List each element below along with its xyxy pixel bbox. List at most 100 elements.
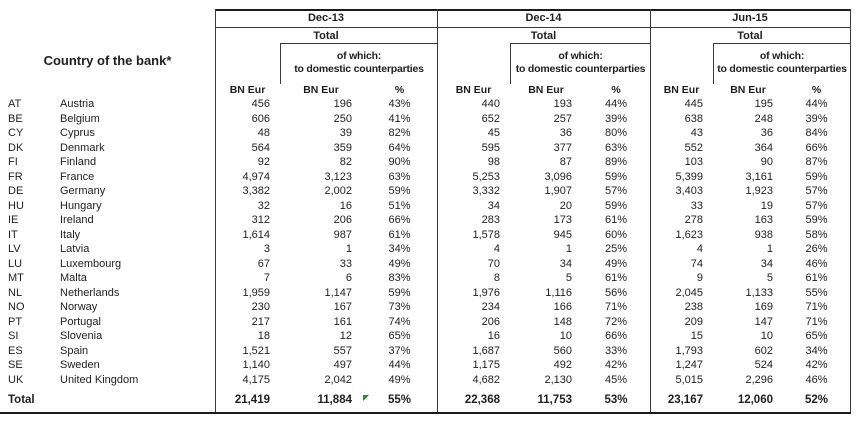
- jun15-domestic-pct: 84%: [805, 127, 828, 139]
- col-header-bn-eur: BN Eur: [730, 84, 766, 96]
- ofwhich-header-dec13: of which: to domestic counterparties: [281, 50, 437, 76]
- col-header-bn-eur: BN Eur: [663, 84, 700, 96]
- dec14-total-value: 16: [487, 330, 500, 342]
- dec13-total-value: 230: [251, 301, 270, 313]
- green-flag-icon: [363, 395, 369, 401]
- col-header-pct: %: [611, 84, 621, 96]
- country-name: Luxembourg: [60, 257, 122, 270]
- dec13-total-value: 1,521: [242, 344, 270, 357]
- jun15-domestic-pct: 59%: [805, 170, 828, 183]
- dec14-total-value: 595: [481, 141, 500, 154]
- dec14-total-value: 440: [481, 98, 500, 110]
- period-label-dec13: Dec-13: [307, 12, 345, 24]
- dec14-total-value: 1,578: [472, 228, 500, 241]
- col-header-bn-eur: BN Eur: [455, 84, 492, 96]
- dec14-domestic-pct: 71%: [604, 301, 628, 313]
- top-border-line: [215, 9, 851, 11]
- dec13-total-value: 92: [257, 156, 270, 168]
- country-name: United Kingdom: [60, 373, 139, 386]
- dec13-domestic-value: 1: [345, 243, 352, 255]
- jun15-total-value: 1,247: [675, 359, 703, 371]
- dec13-total-value: 18: [257, 330, 270, 342]
- dec14-total-value: 4: [493, 243, 500, 255]
- country-name: Spain: [60, 344, 89, 357]
- dec14-domestic-pct: 33%: [604, 344, 628, 357]
- country-code: FI: [8, 156, 18, 168]
- ofwhich-line1: of which:: [558, 50, 603, 62]
- dec13-domestic-value: 2,002: [324, 185, 352, 197]
- dec13-domestic-pct: 74%: [388, 315, 411, 328]
- table-row: MT Malta 7 6 83% 8 5 61% 9 5 61%: [0, 271, 850, 286]
- table-row: BE Belgium 606 250 41% 652 257 39% 638 2…: [0, 112, 850, 127]
- col-header-bn-eur: BN Eur: [229, 84, 266, 96]
- jun15-domestic-pct: 26%: [805, 243, 828, 255]
- country-code: DE: [8, 185, 24, 197]
- vertical-divider-left: [215, 9, 216, 414]
- dec14-domestic-value: 945: [553, 228, 572, 241]
- dec13-domestic-value: 2,042: [324, 373, 352, 386]
- column-header-row: BN Eur BN Eur % BN Eur BN Eur % BN Eur B…: [0, 84, 850, 97]
- dec14-total-value: 98: [487, 156, 500, 168]
- jun15-domestic-pct: 46%: [805, 257, 828, 270]
- jun15-domestic-pct: 61%: [805, 272, 828, 284]
- dec13-domestic-value: 33: [339, 257, 352, 270]
- jun15-domestic-value: 163: [754, 214, 773, 226]
- ofwhich-line1: of which:: [336, 50, 382, 62]
- table-row: HU Hungary 32 16 51% 34 20 59% 33 19 57%: [0, 199, 850, 214]
- dec14-total-value: 1,687: [472, 344, 500, 357]
- jun15-total-value: 9: [696, 272, 703, 284]
- dec13-domestic-value: 196: [333, 98, 352, 110]
- dec13-domestic-pct: 90%: [388, 156, 411, 168]
- dec14-total-value: 3,332: [472, 185, 500, 197]
- dec13-domestic-pct: 44%: [388, 359, 411, 371]
- dec14-total-value: 1,175: [472, 359, 500, 371]
- ofwhich-box-top-3: [713, 43, 850, 44]
- country-code: NL: [8, 286, 23, 299]
- dec14-total-value: 206: [481, 315, 500, 328]
- dec14-total-value: 652: [481, 112, 500, 125]
- vertical-divider-mid1: [437, 9, 438, 414]
- ofwhich-box-left-3: [713, 43, 714, 84]
- dec13-domestic-pct: 49%: [388, 257, 411, 270]
- dec13-domestic-value: 161: [333, 315, 352, 328]
- jun15-total-value: 3,403: [675, 185, 703, 197]
- total-col-label-dec13: Total: [313, 30, 339, 42]
- table-row: NO Norway 230 167 73% 234 166 71% 238 16…: [0, 300, 850, 315]
- dec14-domestic-value: 377: [553, 141, 572, 154]
- jun15-domestic-pct: 46%: [805, 373, 828, 386]
- dec14-domestic-value: 2,130: [544, 373, 572, 386]
- jun15-domestic-value: 36: [760, 127, 773, 139]
- dec13-total-value: 4,974: [242, 170, 270, 183]
- jun15-domestic-pct: 59%: [805, 214, 828, 226]
- dec13-domestic-value: 39: [339, 127, 352, 139]
- period-label-jun15: Jun-15: [732, 12, 768, 24]
- jun15-domestic-value: 5: [766, 272, 773, 284]
- dec14-domestic-value: 1,116: [545, 286, 572, 299]
- dec13-domestic-value: 12: [339, 330, 352, 342]
- jun15-domestic-pct: 65%: [805, 330, 828, 342]
- period-label-dec14: Dec-14: [525, 12, 562, 24]
- dec13-total-value: 456: [251, 98, 270, 110]
- jun15-domestic-value: 147: [754, 315, 773, 328]
- dec14-domestic-value: 1: [565, 243, 572, 255]
- jun15-domestic-value: 1,133: [745, 286, 773, 299]
- dec13-domestic-pct: 43%: [388, 98, 411, 110]
- country-code: IT: [8, 228, 18, 241]
- table-row: DK Denmark 564 359 64% 595 377 63% 552 3…: [0, 141, 850, 156]
- dec13-total-value: 1,614: [242, 228, 270, 241]
- country-code: DK: [8, 141, 24, 154]
- dec14-domestic-pct: 59%: [604, 170, 628, 183]
- dec13-domestic-value: 6: [345, 272, 352, 284]
- col-header-pct: %: [811, 84, 822, 96]
- dec14-domestic-value: 492: [553, 359, 572, 371]
- jun15-domestic-value: 1: [766, 243, 773, 255]
- table-row: LU Luxembourg 67 33 49% 70 34 49% 74 34 …: [0, 257, 850, 272]
- dec14-domestic-value: 166: [553, 301, 572, 313]
- dec14-total-value: 4,682: [472, 373, 500, 386]
- dec14-domestic-value: 148: [553, 315, 572, 328]
- jun15-domestic-pct: 66%: [805, 141, 828, 154]
- jun15-total-value: 5,399: [675, 170, 703, 183]
- jun15-domestic-sum: 12,060: [737, 394, 773, 406]
- dec13-domestic-value: 987: [333, 228, 352, 241]
- jun15-domestic-value: 3,161: [745, 170, 773, 183]
